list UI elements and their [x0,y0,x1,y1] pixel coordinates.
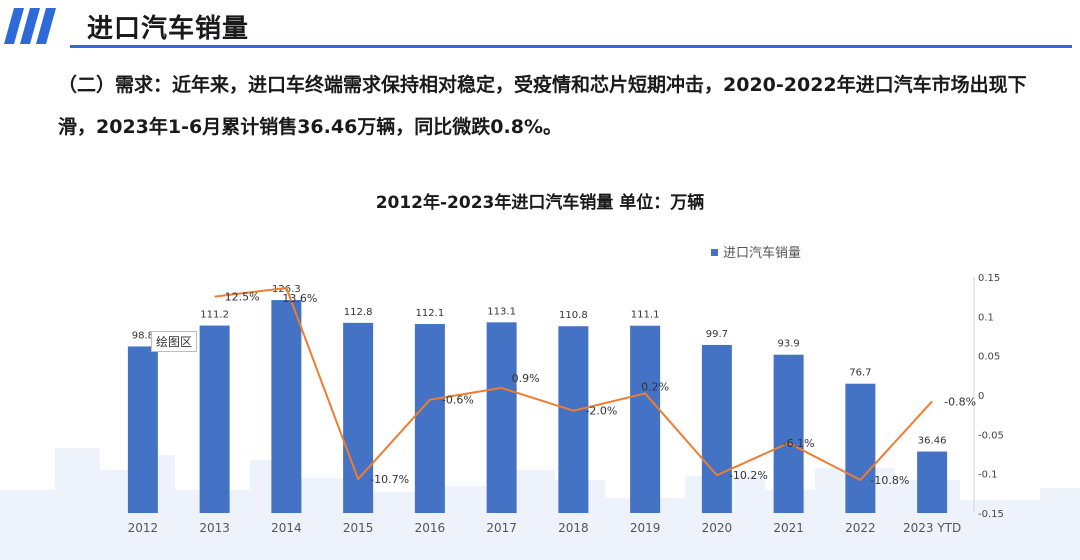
bar-value-label: 112.8 [344,307,373,318]
chart-title: 2012年-2023年进口汽车销量 单位：万辆 [375,193,705,213]
x-axis-tick: 2023 YTD [903,521,961,535]
right-axis-tick: 0 [978,391,984,402]
bar-value-label: 36.46 [918,436,947,447]
right-axis-tick: 0.1 [978,312,994,323]
bar-value-label: 93.9 [777,339,799,350]
x-axis-tick: 2013 [199,521,230,535]
legend-swatch-bar [711,249,718,256]
bar-2020 [701,344,732,513]
x-axis-tick: 2017 [486,521,517,535]
header-stripes-decoration [4,8,56,44]
chart-tooltip: 绘图区 [151,331,198,352]
x-axis-tick: 2021 [773,521,804,535]
growth-rate-label: -0.6% [442,394,474,407]
bar-value-label: 110.8 [559,310,588,321]
right-axis-tick: -0.1 [978,470,998,481]
x-axis-tick: 2022 [845,521,876,535]
x-axis-tick: 2019 [630,521,661,535]
x-axis-tick: 2018 [558,521,589,535]
growth-rate-label: -10.2% [729,469,768,482]
legend-label: 进口汽车销量 [723,246,802,261]
right-axis-tick: -0.05 [978,430,1004,441]
right-axis-tick: -0.15 [978,509,1004,520]
x-axis-tick: 2020 [702,521,733,535]
chart-legend: 进口汽车销量 [711,242,801,261]
right-axis-tick: 0.15 [978,273,1000,284]
bar-2023 YTD [917,451,948,513]
bar-2018 [558,326,589,513]
x-axis-tick: 2016 [415,521,446,535]
description-text: （二）需求：近年来，进口车终端需求保持相对稳定，受疫情和芯片短期冲击，2020-… [58,74,1027,138]
bar-2022 [845,383,876,513]
header-divider [70,45,1072,48]
growth-rate-label: 13.6% [282,292,317,305]
growth-rate-label: -10.8% [870,474,909,487]
x-axis-tick: 2015 [343,521,374,535]
growth-rate-label: -10.7% [370,473,409,486]
right-axis-tick: 0.05 [978,352,1000,363]
bar-value-label: 98.8 [132,330,154,341]
bar-value-label: 99.7 [706,329,728,340]
header: 进口汽车销量 [0,0,1080,50]
growth-rate-label: 0.9% [512,372,540,385]
bar-2015 [343,322,374,513]
bar-2013 [199,325,230,513]
bar-2019 [630,325,661,513]
bar-2012 [127,346,158,513]
growth-rate-label: 0.2% [641,380,669,393]
bar-value-label: 112.1 [416,308,445,319]
growth-rate-label: -2.0% [585,405,617,418]
bar-2017 [486,322,517,513]
bar-2021 [773,354,804,513]
growth-rate-label: -6.1% [783,437,815,450]
bar-value-label: 111.1 [631,310,660,321]
bar-2016 [414,324,445,513]
page-title: 进口汽车销量 [87,14,250,44]
x-axis-tick: 2012 [128,521,159,535]
x-axis-tick: 2014 [271,521,302,535]
bar-value-label: 76.7 [849,368,871,379]
growth-rate-label: 12.5% [225,291,260,304]
bar-value-label: 111.2 [200,310,229,321]
bar-value-label: 113.1 [487,306,516,317]
growth-rate-label: -0.8% [944,395,976,408]
bar-2014 [271,300,302,513]
growth-rate-line [214,287,933,481]
